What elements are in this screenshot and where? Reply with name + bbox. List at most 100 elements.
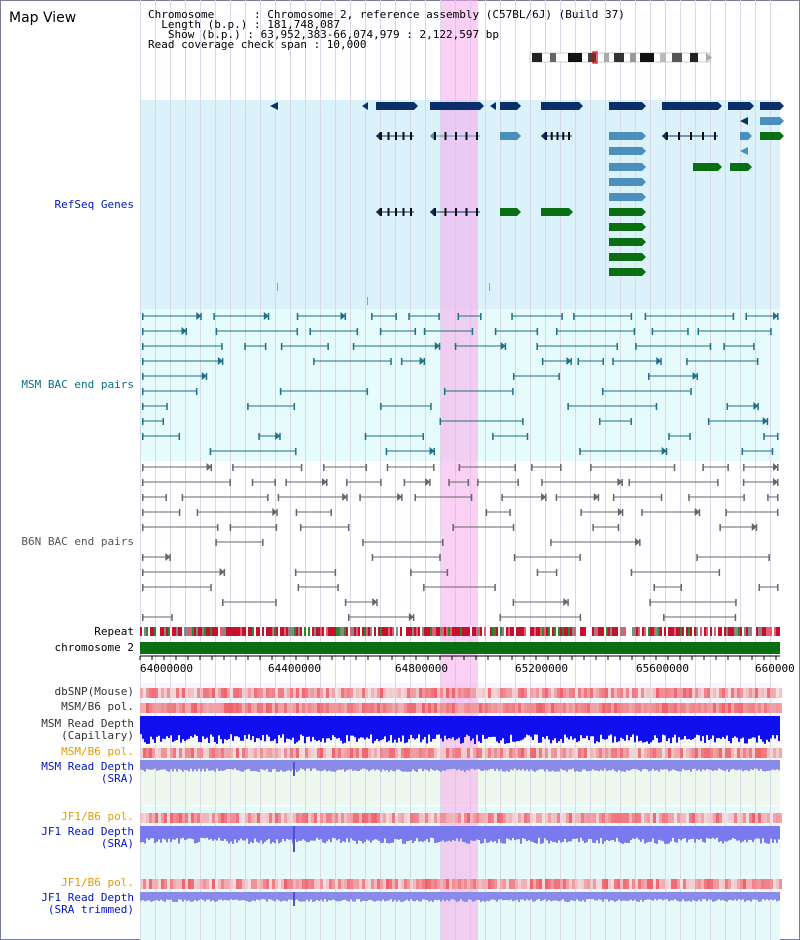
polymorphism-cell [191, 879, 194, 889]
track-label-msm-bac[interactable]: MSM BAC end pairs [21, 378, 134, 391]
polymorphism-cell [290, 688, 293, 698]
polymorphism-cell [770, 688, 773, 698]
bac-pair-end [169, 554, 171, 561]
polymorphism-cell [527, 688, 530, 698]
read-depth-bar [618, 892, 620, 900]
gene-feature [642, 132, 646, 140]
read-depth-bar [518, 760, 520, 770]
polymorphism-cell [179, 879, 182, 889]
repeat-segment [316, 627, 318, 636]
bac-pair-end [347, 524, 350, 531]
read-depth-bar [554, 826, 556, 843]
gene-feature [579, 102, 583, 110]
polymorphism-cell [683, 748, 686, 758]
polymorphism-cell [590, 688, 593, 698]
read-depth-bar [478, 826, 480, 841]
bac-pair-end [635, 538, 641, 546]
repeat-segment [222, 627, 224, 636]
repeat-segment [390, 627, 392, 636]
track-label-jf1-depth-sra[interactable]: JF1 Read Depth (SRA) [41, 825, 134, 850]
repeat-segment [176, 627, 178, 636]
track-label-dbsnp[interactable]: dbSNP(Mouse) [54, 685, 134, 698]
polymorphism-cell [389, 813, 392, 823]
polymorphism-cell [251, 813, 254, 823]
polymorphism-cell [707, 879, 710, 889]
polymorphism-cell [425, 813, 428, 823]
polymorphism-cell [548, 879, 551, 889]
polymorphism-cell [272, 688, 275, 698]
read-depth-bar [188, 760, 190, 772]
read-depth-bar [386, 716, 388, 743]
polymorphism-cell [227, 879, 230, 889]
track-label-b6n-bac[interactable]: B6N BAC end pairs [21, 535, 134, 548]
track-label-refseq[interactable]: RefSeq Genes [54, 198, 134, 211]
polymorphism-cell [416, 748, 419, 758]
polymorphism-cell [329, 813, 332, 823]
bac-pair-end [423, 358, 426, 365]
read-depth-bar [558, 892, 560, 902]
track-label-jf1-b6-pol-trimmed[interactable]: JF1/B6 pol. [61, 876, 134, 889]
repeat-segment [488, 627, 490, 636]
read-depth-bar [424, 760, 426, 770]
read-depth-bar [248, 760, 250, 769]
grid-line [185, 0, 186, 940]
read-depth-bar [404, 892, 406, 901]
polymorphism-cell [452, 813, 455, 823]
chromosome-ideogram[interactable] [529, 51, 712, 64]
repeat-segment [182, 627, 184, 636]
repeat-segment [408, 627, 410, 636]
repeat-segment [360, 627, 362, 636]
bac-pair-end [756, 358, 759, 365]
polymorphism-cell [764, 813, 767, 823]
read-depth-bar [516, 892, 518, 900]
read-depth-bar [274, 716, 276, 739]
track-label-msm-b6-pol-sra[interactable]: MSM/B6 pol. [61, 745, 134, 758]
repeat-segment [528, 627, 530, 636]
polymorphism-cell [191, 703, 194, 713]
polymorphism-cell [620, 813, 623, 823]
polymorphism-cell [263, 879, 266, 889]
read-depth-bar [336, 716, 338, 739]
polymorphism-cell [611, 879, 614, 889]
read-depth-bar [652, 716, 654, 741]
track-label-jf1-b6-pol[interactable]: JF1/B6 pol. [61, 810, 134, 823]
repeat-segment [760, 627, 762, 636]
read-depth-bar [526, 716, 528, 735]
bac-pair-end [297, 584, 300, 591]
repeat-segment [732, 627, 734, 636]
read-depth-bar [192, 760, 194, 772]
polymorphism-cell [380, 688, 383, 698]
track-label-msm-depth-sra[interactable]: MSM Read Depth (SRA) [41, 760, 134, 785]
polymorphism-cell [746, 813, 749, 823]
read-depth-bar [458, 892, 460, 902]
track-label-msm-depth-capillary[interactable]: MSM Read Depth (Capillary) [41, 717, 134, 742]
bac-pair-end [425, 478, 431, 486]
read-depth-bar [484, 716, 486, 739]
gene-feature [609, 223, 642, 231]
read-depth-bar [478, 892, 480, 900]
repeat-segment [646, 627, 648, 636]
read-depth-bar [170, 716, 172, 736]
repeat-segment [444, 627, 446, 636]
read-depth-bar [696, 760, 698, 771]
polymorphism-cell [770, 748, 773, 758]
read-depth-bar [234, 892, 236, 900]
polymorphism-cell [629, 703, 632, 713]
read-depth-bar [260, 760, 262, 770]
read-depth-bar [468, 716, 470, 737]
read-depth-bar [672, 892, 674, 901]
grid-line [755, 0, 756, 940]
read-depth-bar [488, 826, 490, 843]
polymorphism-cell [548, 703, 551, 713]
polymorphism-cell [347, 748, 350, 758]
track-label-msm-b6-pol[interactable]: MSM/B6 pol. [61, 700, 134, 713]
bac-pair-end [777, 584, 779, 591]
read-depth-bar [506, 826, 508, 839]
read-depth-bar [278, 716, 280, 736]
read-depth-bar [182, 892, 184, 902]
track-label-jf1-depth-trimmed[interactable]: JF1 Read Depth (SRA trimmed) [41, 891, 134, 916]
bac-pair-end [536, 343, 538, 350]
read-depth-bar [208, 892, 210, 900]
polymorphism-cell [224, 813, 227, 823]
